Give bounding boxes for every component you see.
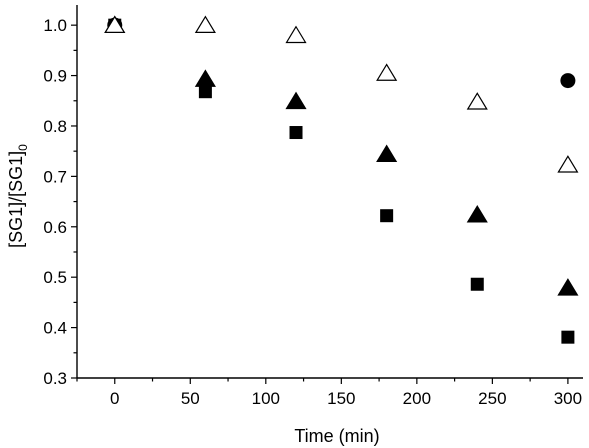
data-point [557,278,579,296]
y-axis-title-subscript: 0 [16,144,30,151]
series-filled-square [108,18,575,344]
series-open-triangle [104,15,579,173]
data-point [560,73,576,89]
series-filled-circle [107,17,576,89]
data-point [466,92,488,110]
axes [76,5,583,379]
data-point [194,69,216,87]
y-tick-label: 0.6 [43,218,67,237]
data-point [285,25,307,44]
x-tick-label: 300 [554,389,582,408]
y-tick-label: 0.7 [43,167,67,186]
y-tick-label: 0.4 [43,319,67,338]
y-tick-label: 0.8 [43,117,67,136]
y-tick-label: 0.9 [43,67,67,86]
y-tick-label: 1.0 [43,16,67,35]
data-point [104,15,126,33]
data-point [561,330,575,344]
y-tick-label: 0.3 [43,369,67,388]
x-axis-title: Time (min) [294,426,379,446]
x-tick-label: 100 [252,389,280,408]
data-point [557,155,579,173]
data-point [194,15,216,33]
y-axis-title: [SG1]/[SG1]0 [6,144,30,248]
data-point [470,277,484,291]
y-tick-label: 0.5 [43,268,67,287]
data-point [198,85,212,99]
x-tick-label: 250 [478,389,506,408]
data-point [466,205,488,223]
x-tick-label: 200 [403,389,431,408]
x-tick-label: 50 [181,389,200,408]
x-tick-label: 150 [327,389,355,408]
series-filled-triangle [104,15,579,296]
data-point [289,126,303,140]
x-tick-label: 0 [110,389,119,408]
data-point [285,91,307,110]
ticks: 0 50 100 150 200 250 300 0.3 0.4 0.5 0.6 0.7 0.8 0.9 1… [43,16,582,408]
data-point [376,63,398,81]
data-marks [104,15,579,344]
data-point [376,144,398,163]
y-axis-title-main: [SG1]/[SG1] [6,151,26,248]
data-point [380,209,394,223]
